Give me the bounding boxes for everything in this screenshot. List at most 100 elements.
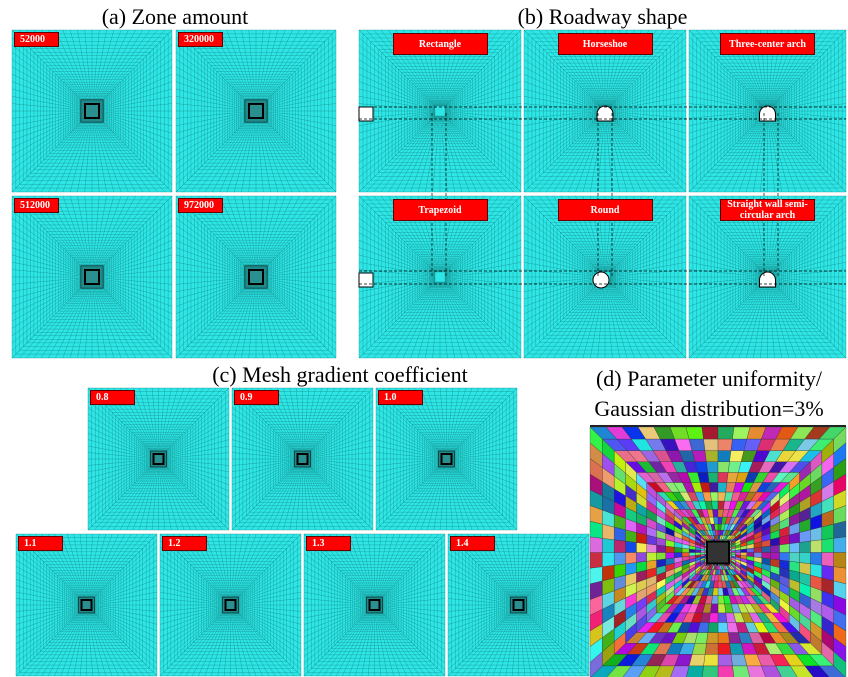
colored-zone	[709, 482, 718, 492]
panel-label: Straight wall semi-circular arch	[720, 199, 815, 221]
colored-zone	[702, 427, 718, 439]
roadway	[85, 104, 99, 118]
panel-label: 0.9	[234, 390, 279, 405]
colored-zone	[686, 427, 704, 439]
colored-zone	[602, 538, 614, 552]
roadway	[760, 272, 776, 287]
colored-zone	[822, 553, 834, 567]
colored-zone	[614, 540, 625, 553]
colored-zone	[780, 553, 790, 562]
figure: (a) Zone amount (b) Roadway shape (c) Me…	[0, 0, 848, 677]
colored-zone	[704, 654, 718, 666]
colored-zone	[682, 553, 689, 557]
roadway	[370, 600, 380, 610]
colored-zone	[636, 542, 646, 552]
colored-zone	[711, 501, 718, 509]
colored-zone	[656, 545, 665, 553]
colored-zone	[602, 553, 614, 567]
colored-zone	[718, 570, 721, 575]
colored-zone	[718, 643, 731, 654]
colored-zone	[718, 575, 722, 581]
colored-zone	[714, 524, 718, 530]
panel-label: 0.8	[90, 390, 135, 405]
colored-zone	[789, 542, 799, 552]
colored-zone	[731, 654, 747, 666]
colored-zone	[702, 666, 718, 677]
colored-zone	[718, 654, 732, 666]
roadway	[154, 454, 164, 464]
colored-zone	[656, 553, 665, 561]
panel-label: 1.1	[18, 536, 63, 551]
colored-zone	[718, 482, 727, 492]
colored-zone	[714, 517, 718, 524]
panel-label: Horseshoe	[558, 33, 653, 55]
panel-label: Rectangle	[393, 33, 488, 55]
colored-zone	[834, 521, 846, 538]
panel-label: 320000	[178, 32, 223, 47]
colored-zone	[590, 553, 602, 569]
colored-zone	[822, 538, 834, 552]
colored-zone	[666, 553, 675, 559]
colored-zone	[718, 472, 728, 482]
panel-title: (b) Roadway shape	[359, 4, 846, 30]
panel-title: Gaussian distribution=3%	[570, 396, 848, 422]
colored-zone	[704, 439, 718, 451]
colored-zone	[701, 553, 705, 555]
colored-zone	[770, 545, 779, 553]
panel-label: Three-center arch	[720, 33, 815, 55]
colored-zone	[705, 451, 718, 462]
panel-label: 1.3	[306, 536, 351, 551]
panel-label: 972000	[178, 198, 223, 213]
colored-zone	[626, 553, 637, 564]
colored-zone	[708, 472, 718, 482]
colored-zone	[741, 549, 747, 553]
roadway	[249, 104, 263, 118]
colored-zone	[718, 633, 730, 644]
colored-zone	[810, 553, 821, 566]
colored-zone	[718, 566, 720, 570]
panel-label: 1.0	[378, 390, 423, 405]
roadway	[249, 270, 263, 284]
colored-zone	[800, 553, 811, 564]
colored-zone	[834, 537, 846, 553]
colored-zone	[731, 550, 735, 552]
panel-title: (c) Mesh gradient coefficient	[100, 362, 580, 388]
roadway	[707, 542, 729, 564]
roadway	[442, 454, 452, 464]
colored-zone	[735, 550, 740, 553]
colored-zone	[716, 535, 718, 539]
colored-zone	[718, 462, 730, 473]
colored-zone	[718, 613, 727, 623]
colored-zone	[718, 666, 734, 677]
colored-zone	[636, 553, 646, 563]
colored-zone	[715, 530, 718, 535]
colored-zone	[590, 567, 602, 584]
colored-zone	[718, 588, 723, 596]
roadway	[85, 270, 99, 284]
panel-title: (d) Parameter uniformity/	[570, 366, 848, 392]
panel-label: 512000	[14, 198, 59, 213]
colored-zone	[718, 427, 734, 439]
colored-zone	[689, 553, 695, 557]
colored-zone	[695, 553, 700, 556]
colored-zone	[800, 541, 811, 552]
panel-label: 1.4	[450, 536, 495, 551]
colored-zone	[762, 546, 771, 552]
colored-zone	[614, 553, 625, 566]
panel-label: 1.2	[162, 536, 207, 551]
colored-zone	[710, 604, 718, 613]
colored-zone	[706, 633, 718, 644]
panel-label: 52000	[14, 32, 59, 47]
colored-zone	[718, 596, 725, 604]
colored-zone	[590, 537, 602, 553]
colored-zone	[674, 553, 682, 558]
colored-zone	[602, 565, 614, 581]
panel-title: (a) Zone amount	[12, 4, 338, 30]
panel-label: Trapezoid	[393, 199, 488, 221]
colored-zone	[718, 439, 732, 451]
colored-zone	[705, 643, 718, 654]
colored-zone	[718, 581, 722, 588]
colored-zone	[780, 544, 790, 553]
colored-zone	[789, 553, 799, 563]
roadway	[514, 600, 524, 610]
